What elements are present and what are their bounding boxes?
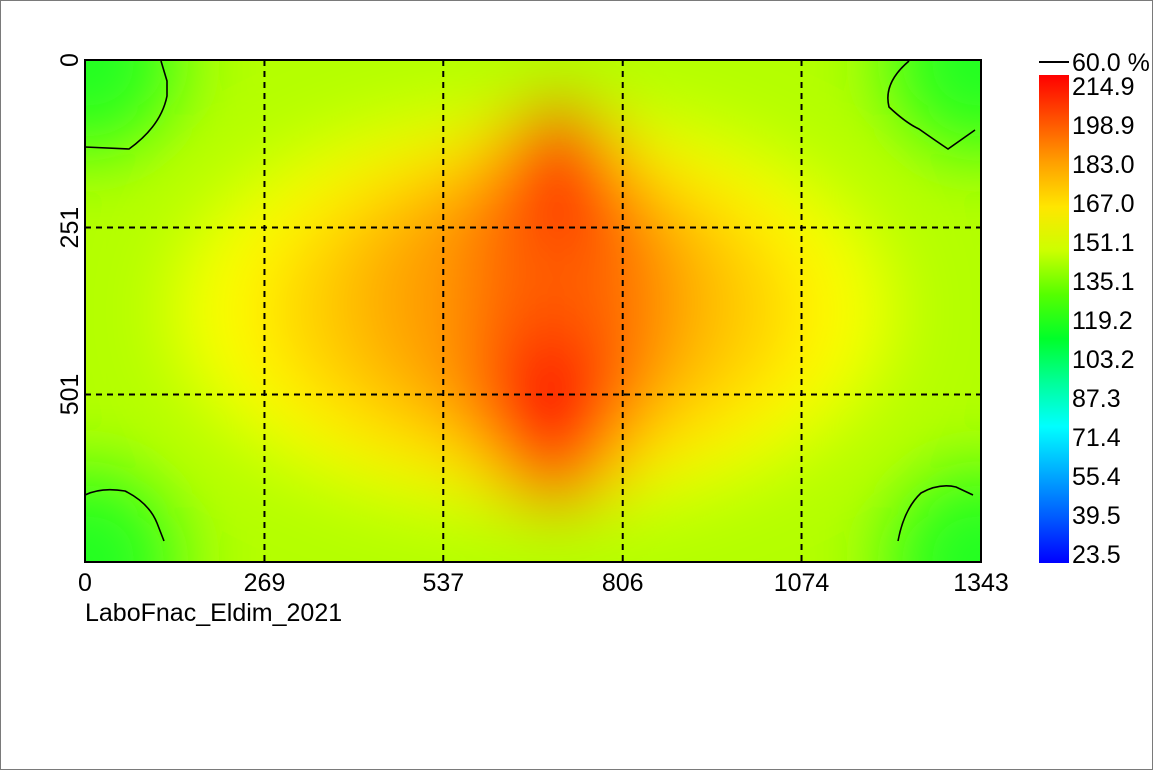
colorbar-tick-label: 167.0 (1072, 190, 1135, 218)
colorbar-tick-label: 214.9 (1072, 73, 1135, 101)
colorbar-tick-label: 39.5 (1072, 502, 1121, 530)
y-axis-ticks: 0 251 501 (56, 53, 84, 415)
colorbar-tick-label: 119.2 (1072, 307, 1133, 335)
contour-line-bl (84, 488, 165, 542)
colorbar-tick-label: 23.5 (1072, 541, 1121, 569)
colorbar-tick-label: 183.0 (1072, 151, 1135, 179)
contour-line-br (897, 485, 974, 542)
cool-corner-tr (886, 60, 981, 155)
colorbar-tick-label: 151.1 (1072, 229, 1135, 257)
x-axis-ticks: 0 269 537 806 1074 1343 (78, 569, 1009, 597)
contour-line-tr (887, 60, 976, 150)
x-tick-label: 806 (602, 569, 644, 597)
colorbar-tick-label: 87.3 (1072, 385, 1121, 413)
colorbar-tick-label: 135.1 (1072, 268, 1135, 296)
contour-legend-label: 60.0 % (1072, 49, 1150, 77)
colorbar-ticks: 214.9 198.9 183.0 167.0 151.1 135.1 119.… (1072, 73, 1135, 569)
cool-corner-bl (85, 467, 180, 562)
cool-corner-tl (85, 60, 180, 155)
colorbar-tick-label: 55.4 (1072, 463, 1121, 491)
contour-line-tl (84, 60, 168, 150)
x-tick-label: 537 (422, 569, 464, 597)
colorbar-legend: 60.0 % 214.9 198.9 183.0 167.0 151.1 135… (1039, 49, 1150, 569)
y-tick-label: 0 (56, 53, 84, 67)
colorbar-gradient (1039, 75, 1069, 563)
x-tick-label: 269 (244, 569, 286, 597)
colorbar-tick-label: 71.4 (1072, 424, 1121, 452)
x-tick-label: 1074 (774, 569, 830, 597)
y-tick-label: 251 (56, 207, 84, 249)
hotspot-upper (522, 111, 612, 241)
x-tick-label: 0 (78, 569, 92, 597)
heatmap-blobs (85, 60, 981, 562)
contour-lines (84, 60, 976, 542)
grid-lines (85, 60, 981, 562)
colorbar-tick-label: 198.9 (1072, 112, 1135, 140)
heatmap-surface (85, 60, 981, 562)
plot-border (84, 59, 982, 563)
chart-caption: LaboFnac_Eldim_2021 (85, 599, 342, 627)
hotspot-lower (481, 326, 611, 496)
x-tick-label: 1343 (953, 569, 1009, 597)
y-tick-label: 501 (56, 374, 84, 416)
cool-corner-br (886, 467, 981, 562)
colorbar-tick-label: 103.2 (1072, 346, 1135, 374)
